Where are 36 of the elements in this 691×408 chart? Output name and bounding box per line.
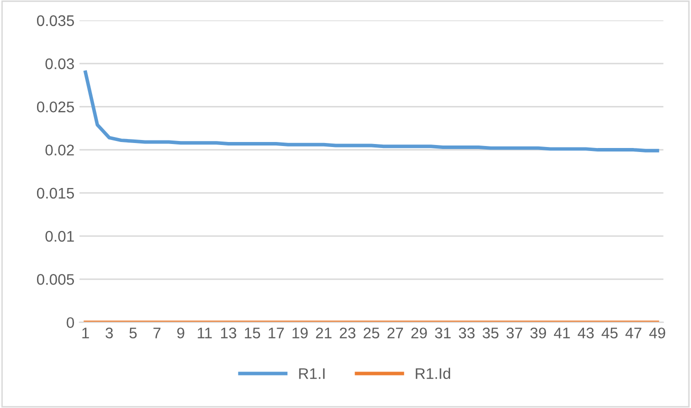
x-tick-label: 31	[434, 328, 451, 338]
x-tick-label: 25	[364, 328, 380, 338]
x-tick-label: 11	[198, 328, 212, 338]
x-tick-label: 39	[530, 328, 546, 338]
x-tick-label: 7	[153, 328, 160, 338]
x-tick-label: 37	[506, 328, 522, 338]
x-tick-label: 35	[482, 328, 498, 338]
y-tick-label: 0.005	[36, 274, 74, 285]
y-tick-label: 0.025	[36, 102, 74, 112]
line-series	[84, 70, 660, 152]
x-tick-label: 19	[292, 328, 308, 338]
x-tick-label: 41	[554, 328, 570, 338]
x-tick-label: 3	[106, 328, 113, 338]
x-tick-label: 45	[602, 328, 618, 338]
legend-label: R1.Id	[416, 368, 450, 379]
y-tick-label: 0	[66, 317, 74, 328]
x-tick-label: 15	[244, 328, 260, 338]
x-tick-label: 13	[221, 328, 236, 338]
y-tick-label: 0.03	[45, 58, 74, 70]
x-tick-label: 29	[411, 328, 427, 338]
x-tick-label: 21	[316, 328, 332, 338]
x-tick-label: 5	[129, 328, 137, 338]
legend-label: R1.I	[299, 368, 325, 379]
x-tick-label: 33	[458, 328, 475, 338]
x-tick-label: 23	[340, 328, 356, 338]
x-tick-label: 27	[388, 328, 403, 338]
x-tick-label: 17	[268, 328, 284, 338]
y-tick-label: 0.035	[36, 15, 74, 26]
x-tick-label: 49	[649, 328, 666, 338]
y-tick-label: 0.015	[36, 188, 74, 199]
y-tick-label: 0.02	[45, 144, 74, 156]
x-tick-label: 9	[177, 328, 184, 338]
x-tick-label: 47	[625, 328, 642, 338]
y-tick-label: 0.01	[45, 230, 74, 242]
x-tick-label: 43	[578, 328, 594, 338]
x-tick-label: 1	[82, 328, 89, 338]
